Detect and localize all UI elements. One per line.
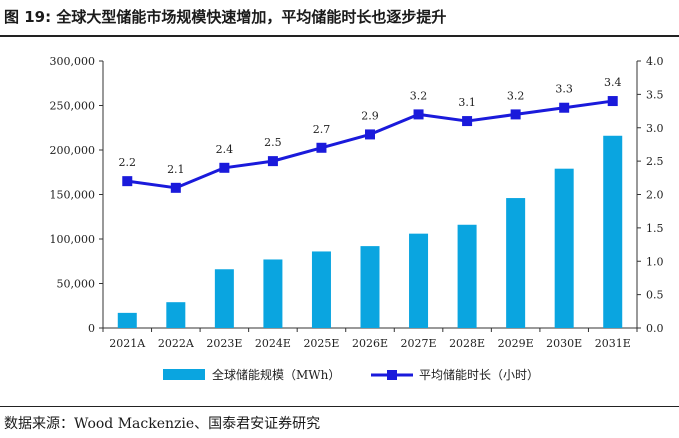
bar (311, 251, 331, 328)
line-point (510, 109, 521, 120)
legend-swatch-marker (387, 370, 397, 380)
x-tick-label: 2025E (303, 337, 339, 350)
x-tick-label: 2028E (449, 337, 485, 350)
x-tick-label: 2029E (498, 337, 534, 350)
line-point (365, 129, 375, 140)
bar (166, 302, 186, 328)
title-rule (0, 35, 679, 37)
bar (360, 246, 380, 328)
left-tick-label: 300,000 (50, 55, 96, 68)
right-tick-label: 4.0 (646, 55, 664, 68)
line-series: 2.2 2.1 2.4 2.5 2.7 2.9 3.2 3.1 3.2 3.3 3.4 (119, 76, 622, 193)
data-label: 2.7 (313, 123, 331, 136)
bar (603, 135, 623, 328)
line-point (122, 176, 133, 187)
data-label: 2.9 (361, 109, 379, 122)
x-tick-label: 2021A (109, 337, 146, 350)
line-point (170, 182, 181, 193)
right-tick-label: 1.0 (646, 255, 664, 268)
line-point (219, 162, 230, 173)
line-point (267, 156, 278, 167)
x-tick-label: 2027E (401, 337, 437, 350)
chart-legend: 全球储能规模（MWh） 平均储能时长（小时） (163, 367, 539, 382)
bar (117, 312, 137, 328)
right-tick-label: 3.0 (646, 122, 664, 135)
line-point (316, 142, 327, 153)
line-point (462, 116, 473, 127)
data-label: 3.2 (410, 89, 428, 102)
legend-label: 平均储能时长（小时） (419, 367, 539, 382)
x-tick-label: 2031E (595, 337, 631, 350)
legend-swatch-bar (163, 369, 205, 380)
x-tick-label: 2022A (158, 337, 195, 350)
data-label: 3.4 (604, 76, 622, 89)
bar-series (117, 135, 623, 328)
right-tick-label: 0.0 (646, 322, 664, 335)
right-tick-label: 3.5 (646, 88, 664, 101)
left-tick-label: 100,000 (50, 233, 96, 246)
data-label: 2.4 (216, 143, 234, 156)
legend-label: 全球储能规模（MWh） (212, 367, 340, 382)
data-label: 2.2 (119, 156, 137, 169)
data-label: 3.3 (555, 83, 573, 96)
x-tick-label: 2023E (206, 337, 242, 350)
left-tick-label: 0 (88, 322, 95, 335)
data-label: 3.1 (458, 96, 476, 109)
bar (409, 233, 429, 328)
left-tick-label: 250,000 (50, 100, 96, 113)
data-label: 2.1 (167, 163, 185, 176)
data-label: 2.5 (264, 136, 282, 149)
left-tick-label: 200,000 (50, 144, 96, 157)
x-tick-label: 2024E (255, 337, 291, 350)
chart-axes: 0 50,000 100,000 150,000 200,000 250,000 300,0… (50, 55, 664, 350)
figure-title: 图 19: 全球大型储能市场规模快速增加，平均储能时长也逐步提升 (4, 8, 447, 26)
x-tick-label: 2026E (352, 337, 388, 350)
bar (554, 168, 574, 328)
right-tick-label: 2.0 (646, 189, 664, 202)
x-tick-label: 2030E (546, 337, 582, 350)
source-note: 数据来源：Wood Mackenzie、国泰君安证券研究 (4, 416, 321, 432)
left-tick-label: 150,000 (50, 189, 96, 202)
line-point (607, 96, 618, 107)
right-tick-label: 2.5 (646, 155, 664, 168)
source-rule (0, 406, 679, 407)
bar (214, 269, 234, 328)
bar (506, 198, 526, 328)
line-point (559, 102, 570, 113)
left-tick-label: 50,000 (57, 278, 96, 291)
line-point (413, 109, 424, 120)
bar (457, 224, 477, 328)
right-tick-label: 1.5 (646, 222, 664, 235)
right-tick-label: 0.5 (646, 289, 664, 302)
bar (263, 259, 283, 328)
data-label: 3.2 (507, 89, 525, 102)
